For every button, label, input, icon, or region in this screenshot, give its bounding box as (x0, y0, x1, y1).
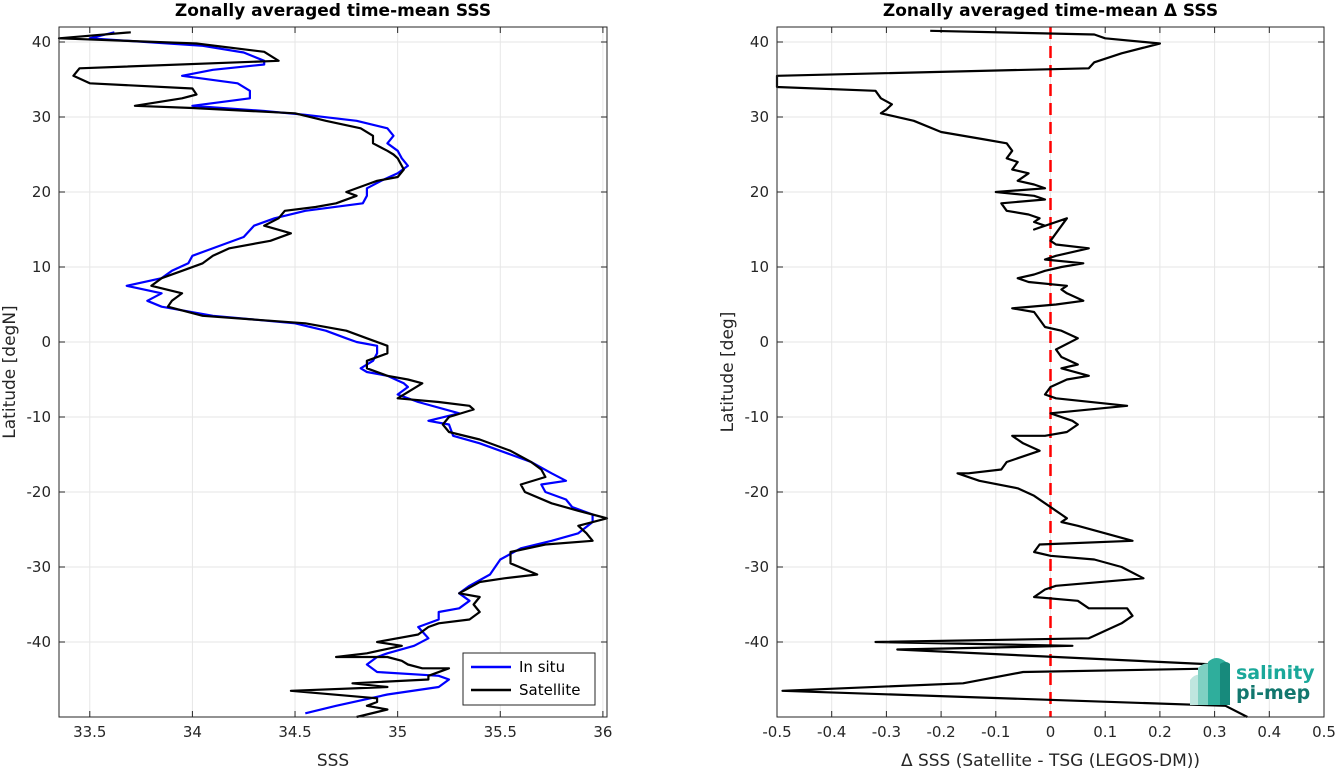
legend: In situ Satellite (462, 652, 596, 706)
right-x-tick-label: 0.2 (1148, 723, 1172, 741)
right-series-line-0 (775, 29, 1248, 718)
right-x-axis-label: Δ SSS (Satellite - TSG (LEGOS-DM)) (901, 751, 1200, 769)
logo-line-2: pi-mep (1236, 682, 1310, 704)
left-x-tick-label: 33.5 (73, 723, 106, 741)
left-y-tick-label: -20 (27, 483, 52, 501)
right-x-tick-label: 0.1 (1093, 723, 1117, 741)
right-x-tick-label: 0 (1046, 723, 1056, 741)
right-x-tick-label: -0.1 (981, 723, 1010, 741)
left-y-tick-label: 40 (32, 33, 51, 51)
right-x-tick-label: 0.4 (1257, 723, 1281, 741)
right-x-tick-labels: -0.5 -0.4 -0.3 -0.2 -0.1 0 0.1 0.2 0.3 0.4 0.5 (762, 723, 1336, 741)
left-x-tick-label: 35 (388, 723, 407, 741)
right-y-tick-labels: -40 -30 -20 -10 0 10 20 30 40 (745, 33, 770, 651)
left-y-axis-label: Latitude [degN] (0, 305, 20, 438)
left-x-tick-label: 36 (593, 723, 612, 741)
left-x-tick-label: 35.5 (484, 723, 517, 741)
left-y-tick-labels: -40 -30 -20 -10 0 10 20 30 40 (27, 33, 52, 651)
left-y-tick-label: 20 (32, 183, 51, 201)
left-x-tick-labels: 33.5 34 34.5 35 35.5 36 (73, 723, 612, 741)
left-chart-title: Zonally averaged time-mean SSS (175, 1, 491, 21)
salinity-pi-mep-logo: salinity pi-mep (1190, 658, 1315, 705)
left-series-line-in-situ (88, 31, 594, 715)
left-y-tick-label: 10 (32, 258, 51, 276)
left-x-tick-label: 34 (183, 723, 202, 741)
left-plot-area (59, 27, 607, 717)
right-y-tick-label: 40 (750, 33, 769, 51)
left-axes-frame (58, 26, 608, 718)
right-y-tick-label: -10 (745, 408, 770, 426)
legend-label-satellite: Satellite (519, 681, 580, 699)
right-y-tick-label: -30 (745, 558, 770, 576)
right-series-layer (775, 29, 1248, 718)
right-x-tick-label: -0.5 (762, 723, 791, 741)
right-y-tick-label: 30 (750, 108, 769, 126)
right-y-axis-label: Latitude [deg] (718, 312, 738, 433)
right-y-tick-label: 20 (750, 183, 769, 201)
left-y-tick-label: 0 (41, 333, 51, 351)
legend-box (462, 652, 596, 706)
right-y-tick-label: 10 (750, 258, 769, 276)
left-y-tick-label: 30 (32, 108, 51, 126)
right-y-tick-label: -20 (745, 483, 770, 501)
left-y-tick-label: -30 (27, 558, 52, 576)
logo-line-1: salinity (1236, 662, 1315, 684)
right-y-tick-label: 0 (759, 333, 769, 351)
left-y-tick-label: -10 (27, 408, 52, 426)
right-y-tick-label: -40 (745, 633, 770, 651)
left-grid (59, 27, 607, 717)
left-series-layer (57, 31, 609, 719)
right-chart-title: Zonally averaged time-mean Δ SSS (883, 1, 1218, 21)
right-x-tick-label: 0.3 (1203, 723, 1227, 741)
left-chart: 33.5 34 34.5 35 35.5 36 -40 -30 -20 -10 0 10 20 30 40… (0, 1, 612, 769)
wave-logo-icon (1190, 658, 1230, 705)
left-series-line-satellite (57, 31, 609, 719)
right-x-tick-label: -0.3 (872, 723, 901, 741)
right-x-tick-label: -0.2 (926, 723, 955, 741)
left-y-tick-label: -40 (27, 633, 52, 651)
right-axes-frame (776, 26, 1325, 718)
right-x-tick-label: 0.5 (1312, 723, 1336, 741)
right-x-tick-label: -0.4 (817, 723, 846, 741)
legend-label-in-situ: In situ (519, 658, 565, 676)
left-x-tick-label: 34.5 (278, 723, 311, 741)
right-chart: -0.5 -0.4 -0.3 -0.2 -0.1 0 0.1 0.2 0.3 0.4 0.5 -40… (718, 1, 1336, 769)
left-x-axis-label: SSS (317, 751, 349, 769)
